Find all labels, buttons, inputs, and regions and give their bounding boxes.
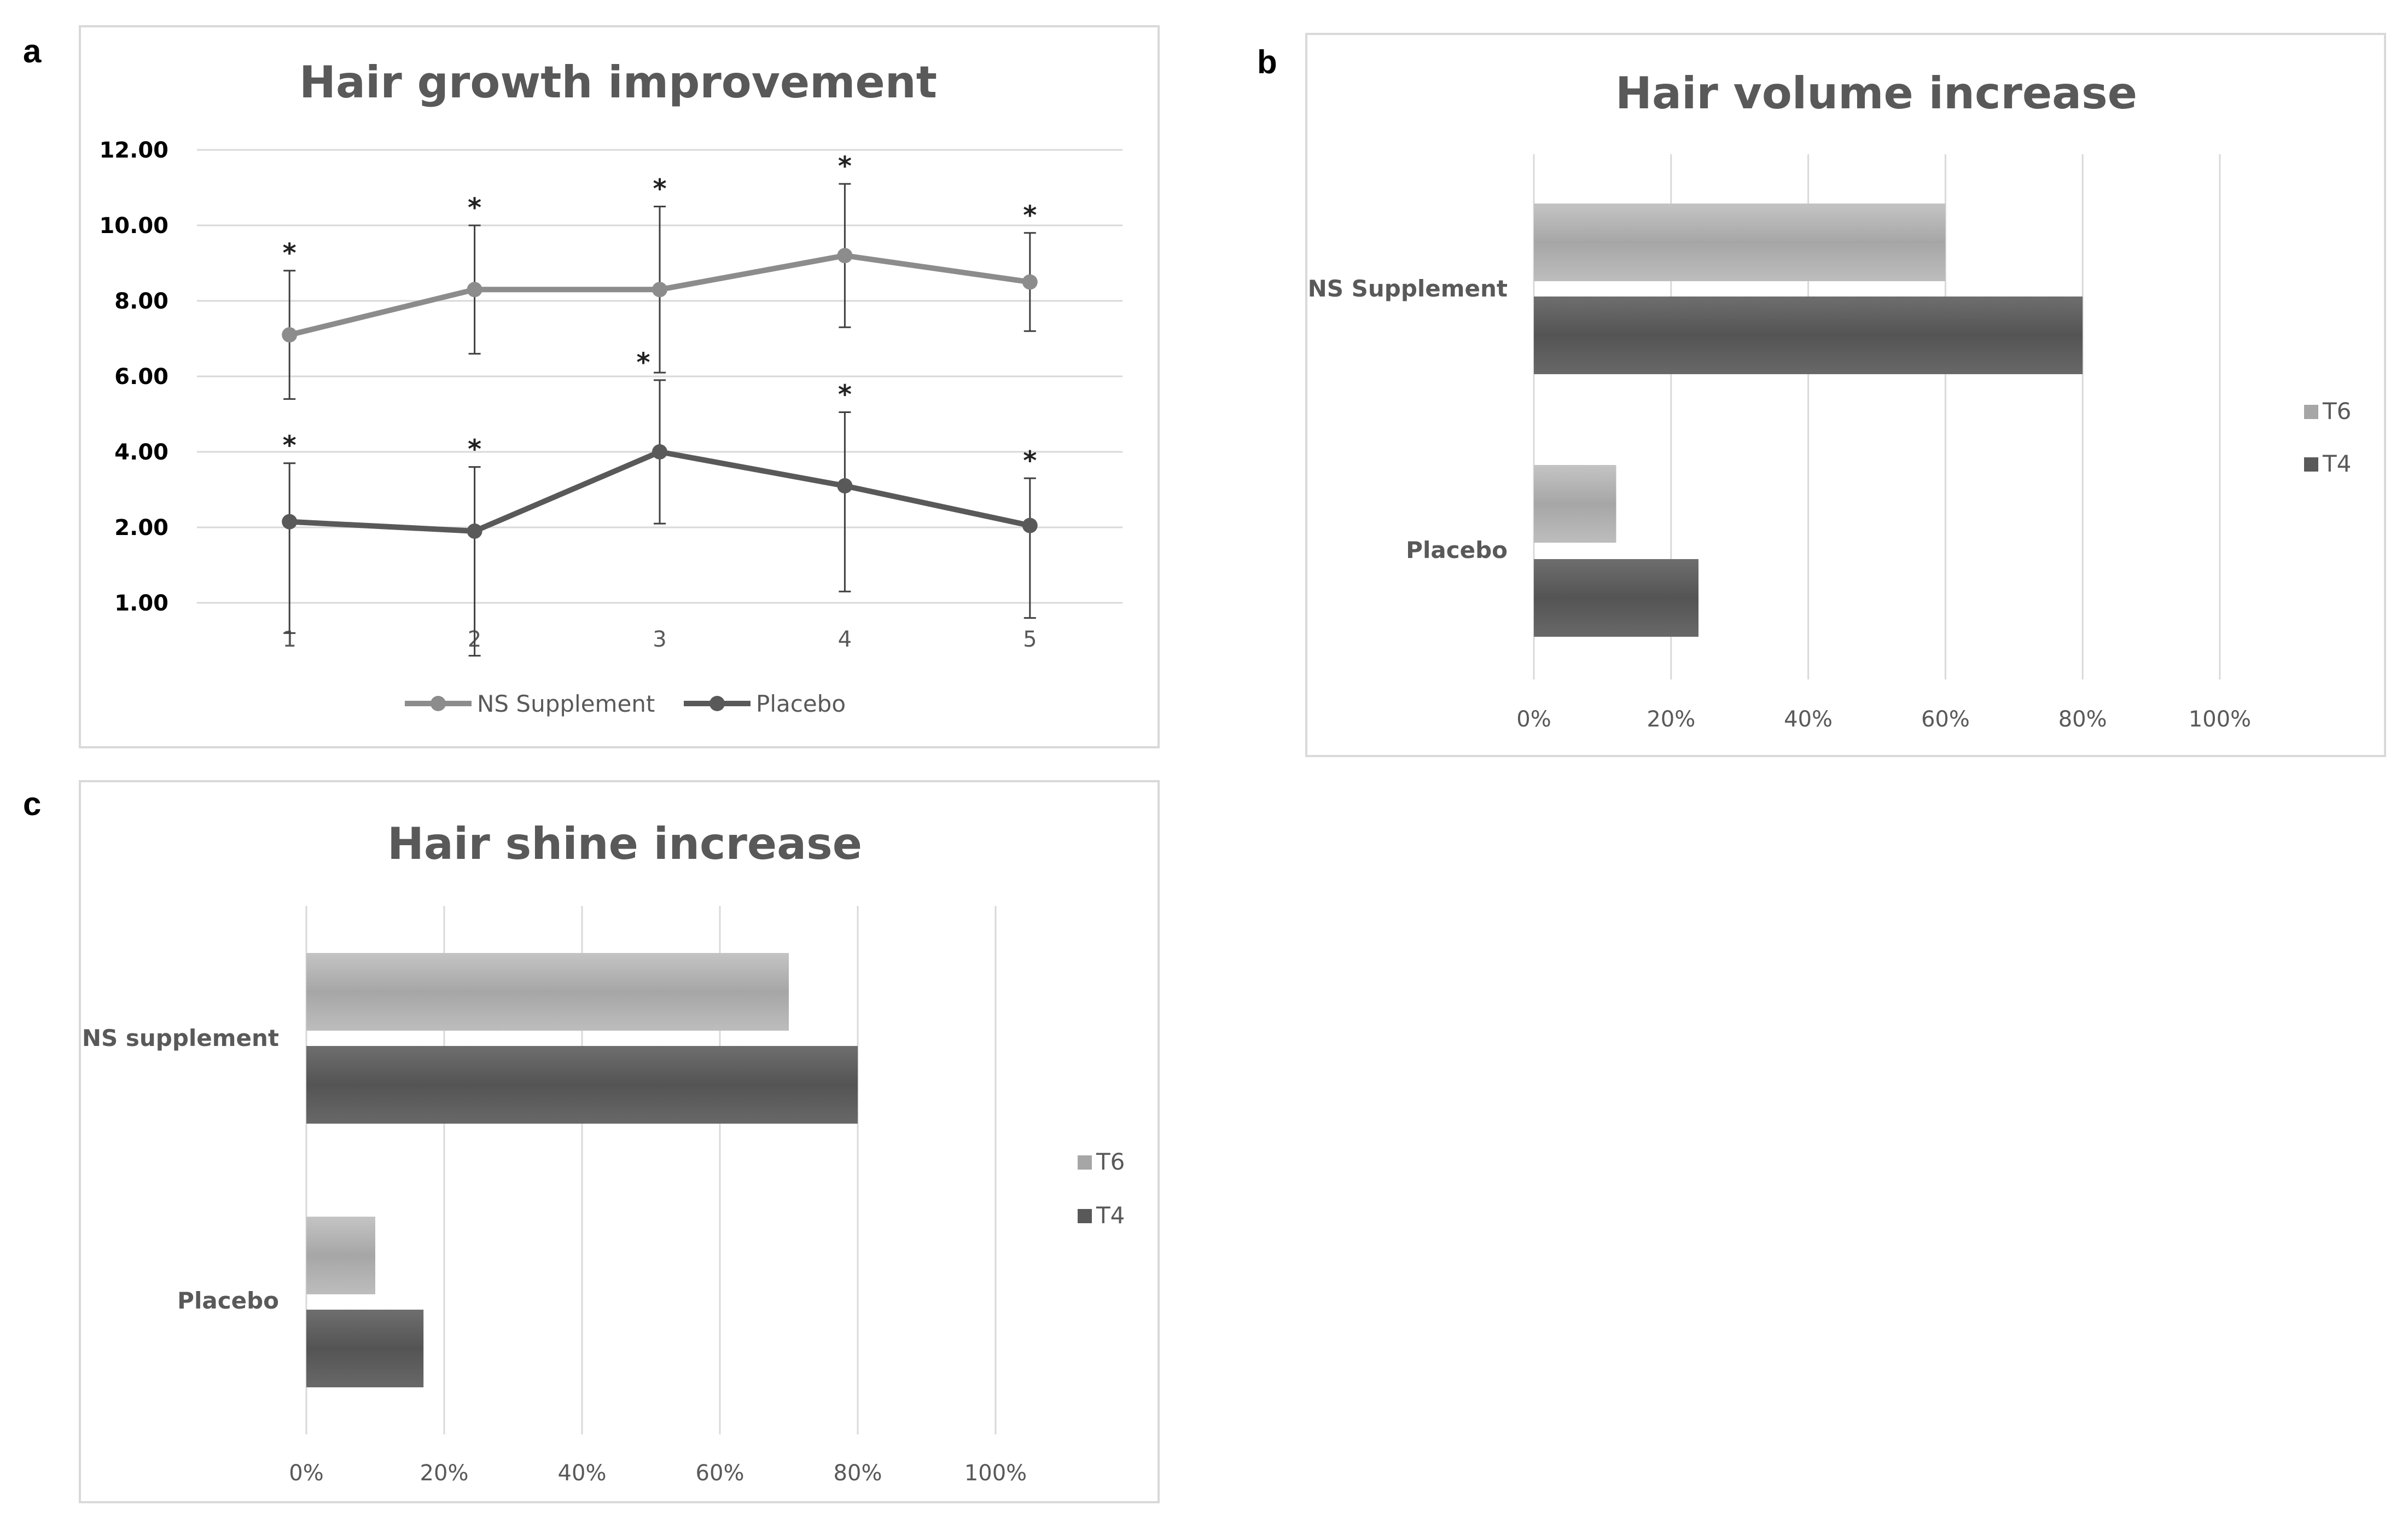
chart-a-data-point (467, 282, 482, 298)
chart-b-legend-swatch (2304, 457, 2318, 472)
chart-c-bar (306, 1310, 424, 1387)
chart-a-x-tick-label: 5 (1023, 627, 1037, 652)
chart-c-plot: 0% 20% 40% 60% 80% 100% NS supplement Placebo T6… (82, 906, 1125, 1486)
chart-c-frame (79, 780, 1160, 1503)
chart-a-significance-marker: * (838, 151, 852, 182)
chart-a-legend-marker (709, 696, 725, 711)
chart-a-data-point (1022, 274, 1038, 290)
chart-c-x-tick-label: 80% (834, 1461, 882, 1486)
chart-b-bar (1534, 559, 1699, 637)
chart-c-category-label: Placebo (177, 1287, 279, 1314)
chart-b-title: Hair volume increase (1615, 68, 2137, 119)
chart-a-data-point (467, 523, 482, 539)
chart-b-x-tick-label: 40% (1784, 707, 1833, 732)
chart-c-x-tick-label: 100% (964, 1461, 1027, 1486)
chart-c-legend-swatch (1078, 1155, 1092, 1170)
chart-c-legend-swatch (1078, 1209, 1092, 1223)
chart-a-x-tick-label: 4 (838, 627, 852, 652)
chart-a-legend-label: Placebo (756, 690, 846, 717)
chart-c-bar (306, 1046, 858, 1124)
chart-b-bar (1534, 297, 2083, 374)
chart-b-x-tick-label: 0% (1516, 707, 1551, 732)
chart-a-significance-marker: * (838, 380, 852, 410)
chart-a-legend: NS Supplement Placebo (405, 690, 846, 717)
chart-b-bar (1534, 204, 1946, 281)
chart-a-significance-marker: * (1023, 445, 1037, 476)
chart-a-significance-marker: * (1023, 200, 1037, 231)
chart-c-x-tick-label: 60% (696, 1461, 744, 1486)
chart-b-category-label: Placebo (1406, 537, 1508, 563)
chart-b-x-tick-label: 100% (2189, 707, 2251, 732)
chart-a-data-point (282, 327, 298, 343)
chart-c-category-label: NS supplement (82, 1025, 279, 1051)
chart-c-x-tick-label: 0% (289, 1461, 323, 1486)
chart-a-y-tick-label: 4.00 (114, 440, 168, 465)
chart-a-data-point (837, 478, 853, 494)
chart-b-x-tick-label: 80% (2058, 707, 2107, 732)
chart-b-legend-label: T6 (2322, 398, 2351, 425)
chart-a-significance-marker: * (636, 347, 650, 378)
panel-label-a: a (23, 33, 42, 69)
chart-c-legend-label: T6 (1096, 1148, 1125, 1175)
chart-a-significance-marker: * (653, 174, 666, 205)
chart-a-data-point (652, 282, 667, 298)
chart-b-legend-swatch (2304, 405, 2318, 419)
chart-a-data-point (1022, 518, 1038, 533)
chart-a-y-tick-label: 2.00 (114, 515, 168, 540)
chart-b-x-tick-label: 60% (1921, 707, 1970, 732)
chart-a-data-point (652, 444, 667, 460)
chart-a-significance-marker: * (283, 238, 296, 269)
chart-c-x-tick-label: 40% (558, 1461, 607, 1486)
chart-a-y-ticks: 12.00 10.00 8.00 6.00 4.00 2.00 1.00 (99, 138, 168, 616)
chart-c-legend-label: T4 (1096, 1202, 1125, 1229)
chart-a-frame (79, 25, 1160, 748)
chart-a-significance-marker: * (468, 193, 481, 223)
chart-a-significance-marker: * (283, 431, 296, 461)
chart-a-legend-label: NS Supplement (477, 690, 655, 717)
chart-c-bar (306, 953, 789, 1031)
chart-b-legend-label: T4 (2322, 450, 2351, 477)
panel-label-b: b (1257, 44, 1277, 80)
chart-a-y-tick-label: 8.00 (114, 289, 168, 314)
chart-b-bar (1534, 465, 1616, 543)
chart-c-title: Hair shine increase (387, 818, 862, 869)
chart-a-y-tick-label: 12.00 (99, 138, 168, 163)
chart-a-data-point (837, 248, 853, 264)
chart-b-frame (1305, 33, 2386, 757)
chart-c-bar (306, 1217, 375, 1294)
chart-b-plot: 0% 20% 40% 60% 80% 100% NS Supplement Placebo T6… (1308, 154, 2351, 732)
panel-label-c: c (23, 786, 41, 822)
chart-a-data-point (282, 514, 298, 530)
chart-a-y-tick-label: 6.00 (114, 364, 168, 390)
chart-a-y-tick-label: 10.00 (99, 213, 168, 239)
chart-a-y-tick-label: 1.00 (114, 591, 168, 616)
chart-b-category-label: NS Supplement (1308, 275, 1508, 302)
chart-a-series: * * * * * * * * * * (282, 151, 1038, 657)
chart-a-significance-marker: * (468, 434, 481, 465)
chart-c-x-tick-label: 20% (420, 1461, 469, 1486)
chart-a-x-tick-label: 3 (653, 627, 666, 652)
chart-b-x-tick-label: 20% (1647, 707, 1695, 732)
chart-a-legend-marker (431, 696, 446, 711)
chart-a-title: Hair growth improvement (299, 57, 937, 108)
